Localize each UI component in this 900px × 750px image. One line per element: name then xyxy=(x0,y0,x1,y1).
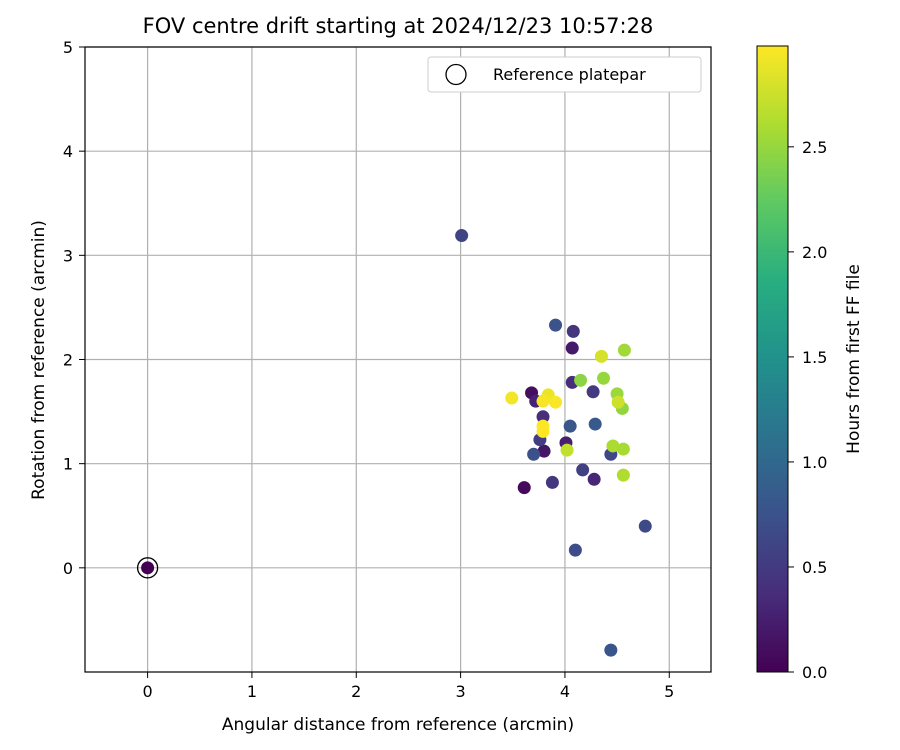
x-tick-label: 1 xyxy=(247,682,257,701)
y-tick-label: 1 xyxy=(63,455,73,474)
data-point xyxy=(527,447,541,461)
y-tick-label: 3 xyxy=(63,246,73,265)
colorbar-tick-label: 0.5 xyxy=(802,558,827,577)
colorbar-tick-label: 2.5 xyxy=(802,138,827,157)
data-point xyxy=(587,472,601,486)
data-point xyxy=(611,395,625,409)
colorbar: 0.0 0.5 1.0 1.5 2.0 2.5 Hours from first FF f… xyxy=(756,45,864,682)
data-point xyxy=(616,442,630,456)
legend-box xyxy=(427,56,702,93)
data-point xyxy=(638,519,652,533)
data-point xyxy=(141,561,155,575)
data-point xyxy=(536,410,550,424)
data-point xyxy=(517,481,531,495)
colorbar-tick-label: 1.5 xyxy=(802,348,827,367)
y-tick-label: 0 xyxy=(63,559,73,578)
data-point xyxy=(563,419,577,433)
data-point xyxy=(536,424,550,438)
data-point xyxy=(617,343,631,357)
colorbar-tick-label: 1.0 xyxy=(802,453,827,472)
x-tick-label: 5 xyxy=(664,682,674,701)
colorbar-tick-label: 2.0 xyxy=(802,243,827,262)
data-point xyxy=(560,443,574,457)
data-point xyxy=(574,373,588,387)
data-point xyxy=(537,444,551,458)
data-point xyxy=(597,371,611,385)
data-point xyxy=(536,394,550,408)
x-tick-label: 3 xyxy=(456,682,466,701)
colorbar-tick-label: 0.0 xyxy=(802,663,827,682)
x-axis-label: Angular distance from reference (arcmin) xyxy=(222,715,574,735)
colorbar-label: Hours from first FF file xyxy=(844,264,864,454)
data-point xyxy=(505,391,519,405)
colorbar-ticks: 0.0 0.5 1.0 1.5 2.0 2.5 xyxy=(788,138,827,682)
data-point xyxy=(616,468,630,482)
legend: Reference platepar xyxy=(427,56,702,93)
y-axis-label: Rotation from reference (arcmin) xyxy=(29,220,49,500)
x-axis-ticks: 0 1 2 3 4 5 xyxy=(143,672,674,701)
data-point xyxy=(606,439,620,453)
data-point xyxy=(565,341,579,355)
data-point xyxy=(549,318,563,332)
x-tick-label: 2 xyxy=(351,682,361,701)
y-tick-label: 4 xyxy=(63,142,73,161)
x-tick-label: 0 xyxy=(143,682,153,701)
data-point xyxy=(586,385,600,399)
y-tick-label: 5 xyxy=(63,38,73,57)
data-point xyxy=(545,475,559,489)
legend-marker xyxy=(445,63,467,86)
data-point xyxy=(566,324,580,338)
colorbar-gradient xyxy=(756,45,789,673)
y-tick-label: 2 xyxy=(63,351,73,370)
data-point xyxy=(604,643,618,657)
legend-label: Reference platepar xyxy=(493,65,646,84)
data-point xyxy=(588,417,602,431)
data-point xyxy=(594,349,608,363)
data-points xyxy=(136,229,652,657)
grid-lines xyxy=(85,46,711,672)
data-point xyxy=(576,463,590,477)
data-point xyxy=(549,395,563,409)
y-axis-ticks: 0 1 2 3 4 5 xyxy=(63,38,85,578)
x-tick-label: 4 xyxy=(560,682,570,701)
reference-marker xyxy=(136,557,159,579)
data-point xyxy=(455,229,469,243)
data-point xyxy=(568,543,582,557)
chart-title: FOV centre drift starting at 2024/12/23 … xyxy=(143,14,654,38)
